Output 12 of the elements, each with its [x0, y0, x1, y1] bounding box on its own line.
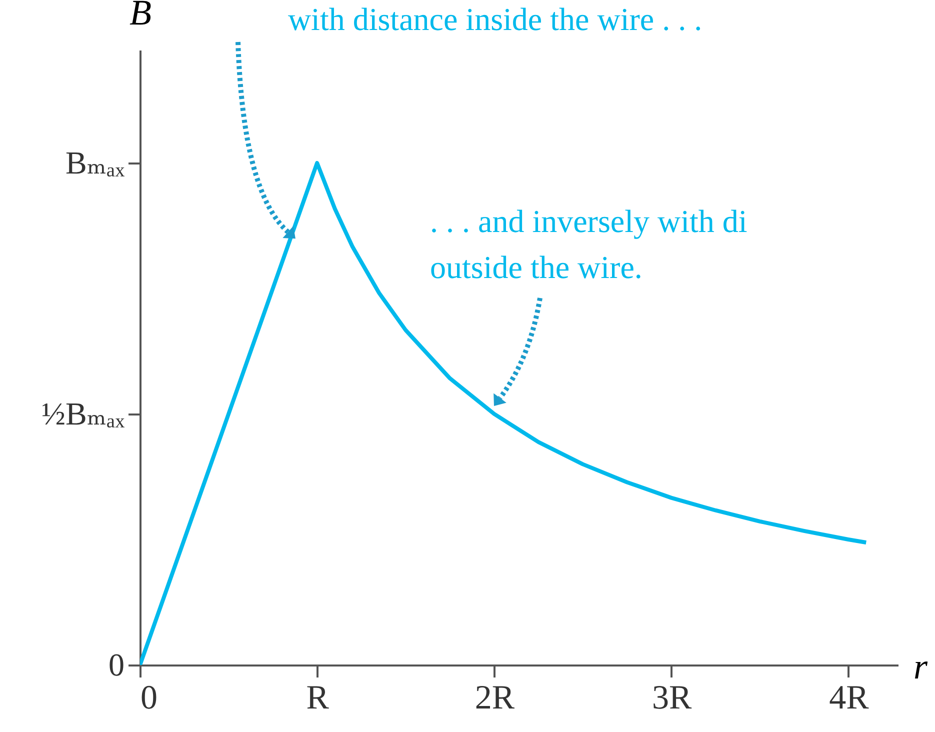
annotation: . . . and inversely with di outside the wire.: [430, 203, 748, 285]
x-tick-label: 3R: [652, 680, 692, 716]
x-tick-label: R: [306, 680, 330, 716]
text: Bₘₐₓ: [66, 144, 126, 180]
x-tick-label: 4R: [829, 680, 870, 716]
x-axis-title: r: [913, 646, 928, 686]
text: with distance inside the wire . . .: [288, 1, 702, 37]
x-tick-label: 2R: [474, 680, 515, 716]
x-tick-label: 0: [140, 680, 158, 716]
y-axis-title: B: [130, 0, 152, 32]
text: 0: [108, 646, 124, 682]
text: ½Bₘₐₓ: [42, 395, 126, 432]
